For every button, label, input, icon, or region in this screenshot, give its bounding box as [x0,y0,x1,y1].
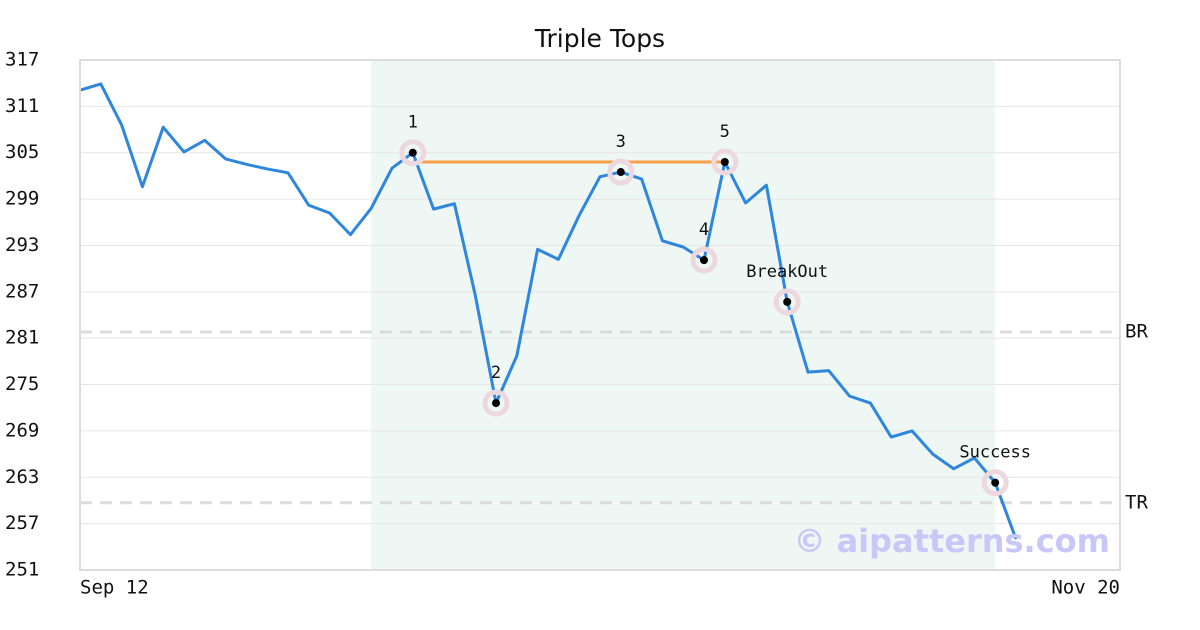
marker-dot [720,158,729,166]
reference-label: BR [1125,321,1148,343]
marker-halo [399,139,427,167]
y-tick-label: 263 [5,466,39,488]
marker-dot [616,168,625,177]
plot-frame [79,59,1121,571]
marker-dot [991,478,1000,487]
pattern-region [371,60,996,570]
reference-label: TR [1125,491,1148,513]
marker-label: 1 [408,113,418,133]
y-tick-label: 299 [5,188,39,210]
marker-halo [690,246,718,274]
marker-dot [492,399,500,408]
y-tick-label: 287 [5,280,39,302]
marker-halo [981,469,1009,497]
chart-title: Triple Tops [534,24,665,53]
marker-halo [607,158,635,186]
marker-dot [783,297,792,306]
marker-dot [408,148,417,157]
marker-label: 3 [616,132,626,152]
marker-label: 4 [699,220,709,240]
y-tick-label: 275 [5,373,39,395]
y-tick-label: 317 [5,49,39,71]
marker-halo [773,288,801,316]
y-tick-label: 269 [5,419,39,441]
marker-halo [711,148,739,176]
x-tick-label: Sep 12 [80,577,149,599]
price-line [79,82,1018,540]
y-tick-label: 311 [5,95,39,117]
y-tick-label: 257 [5,512,39,534]
y-tick-label: 251 [5,559,39,581]
marker-label: 5 [720,122,730,142]
marker-label: 2 [491,363,501,383]
marker-label: Success [959,443,1031,463]
y-tick-label: 293 [5,234,39,256]
marker-dot [700,256,708,265]
y-tick-label: 305 [5,141,39,163]
watermark: © aipatterns.com [793,522,1110,560]
y-tick-label: 281 [5,327,39,349]
x-tick-label: Nov 20 [1051,577,1120,599]
marker-label: BreakOut [746,262,828,282]
marker-halo [482,389,510,417]
